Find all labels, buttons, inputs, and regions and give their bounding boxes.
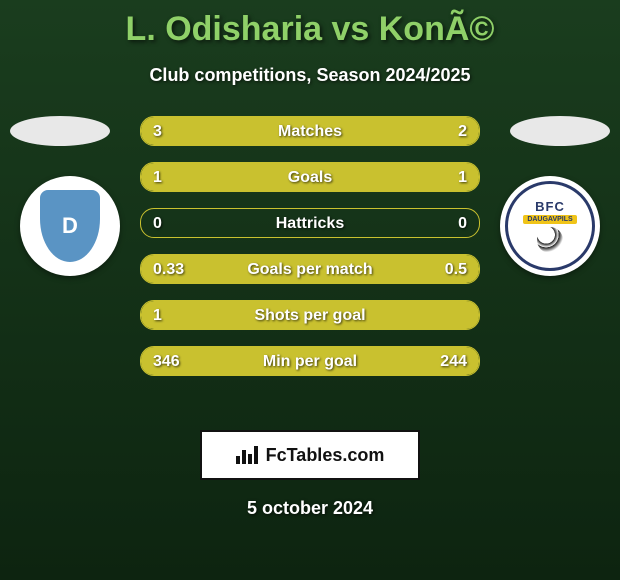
stat-value-right: 0: [458, 209, 467, 238]
stat-value-right: 1: [458, 163, 467, 192]
stat-value-right: 0.5: [445, 255, 467, 284]
stats-list: 3Matches2 1Goals1 0Hattricks0 0.33Goals per…: [140, 116, 480, 392]
brand-banner: FcTables.com: [200, 430, 420, 480]
stat-value-right: 2: [458, 117, 467, 146]
badge-shadow-left: [10, 116, 110, 146]
stat-label: Shots per goal: [141, 301, 479, 330]
comparison-panel: D BFC DAUGAVPILS 3Matches2 1Goals1 0Hattri…: [0, 116, 620, 416]
stat-label: Matches: [141, 117, 479, 146]
stat-value-right: 244: [440, 347, 467, 376]
stat-row: 0.33Goals per match0.5: [140, 254, 480, 284]
stat-label: Min per goal: [141, 347, 479, 376]
stat-row: 346Min per goal244: [140, 346, 480, 376]
stat-row: 0Hattricks0: [140, 208, 480, 238]
team-badge-right: BFC DAUGAVPILS: [500, 176, 600, 276]
brand-text: FcTables.com: [266, 445, 385, 466]
shield-icon: D: [40, 190, 100, 262]
stat-row: 3Matches2: [140, 116, 480, 146]
badge-right-top: BFC: [535, 199, 565, 214]
stat-label: Goals: [141, 163, 479, 192]
team-badge-left: D: [20, 176, 120, 276]
stat-row: 1Goals1: [140, 162, 480, 192]
badge-left-letter: D: [62, 213, 78, 239]
page-title: L. Odisharia vs KonÃ©: [0, 0, 620, 49]
page-subtitle: Club competitions, Season 2024/2025: [0, 65, 620, 86]
stat-label: Goals per match: [141, 255, 479, 284]
stat-label: Hattricks: [141, 209, 479, 238]
stat-row: 1Shots per goal: [140, 300, 480, 330]
badge-right-city: DAUGAVPILS: [523, 215, 576, 224]
soccer-ball-icon: [537, 227, 563, 253]
bar-chart-icon: [236, 446, 260, 464]
footer-date: 5 october 2024: [0, 498, 620, 519]
club-crest-icon: BFC DAUGAVPILS: [505, 181, 595, 271]
badge-shadow-right: [510, 116, 610, 146]
